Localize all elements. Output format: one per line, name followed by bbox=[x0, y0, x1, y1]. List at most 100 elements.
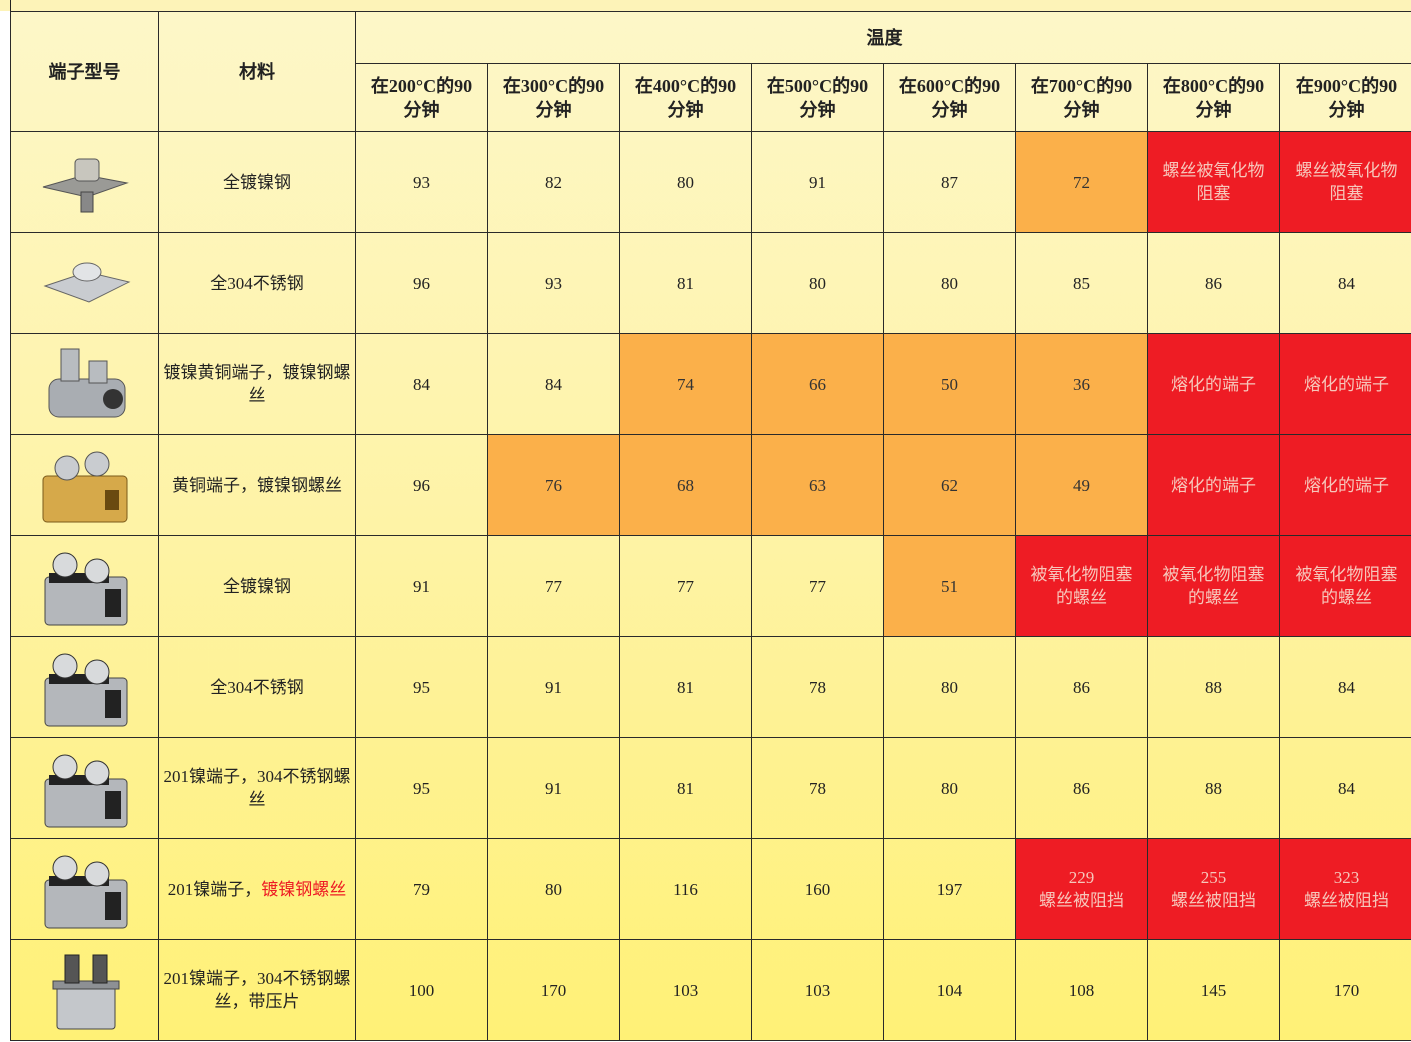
top-strip bbox=[0, 0, 1411, 11]
header-cell: 在300°C的90 分钟 bbox=[488, 64, 620, 132]
value-cell: 84 bbox=[488, 334, 620, 435]
material-text: 201镍端子，304不锈钢螺丝，带压片 bbox=[164, 969, 351, 1011]
header-cell: 在600°C的90 分钟 bbox=[884, 64, 1016, 132]
screw bbox=[53, 755, 77, 779]
value-cell: 49 bbox=[1016, 435, 1148, 536]
value-cell: 103 bbox=[620, 940, 752, 1041]
value-cell: 96 bbox=[356, 233, 488, 334]
icon-cell bbox=[11, 738, 159, 839]
value-cell: 51 bbox=[884, 536, 1016, 637]
value-cell: 96 bbox=[356, 435, 488, 536]
value-cell: 被氧化物阻塞 的螺丝 bbox=[1016, 536, 1148, 637]
value-cell: 81 bbox=[620, 233, 752, 334]
value-cell: 50 bbox=[884, 334, 1016, 435]
value-cell: 熔化的端子 bbox=[1148, 334, 1280, 435]
screw bbox=[85, 452, 109, 476]
material-text: 全镀镍钢 bbox=[223, 577, 291, 596]
value-cell: 197 bbox=[884, 839, 1016, 940]
value-cell: 100 bbox=[356, 940, 488, 1041]
terminal-icon bbox=[35, 137, 135, 227]
material-text: 全304不锈钢 bbox=[210, 678, 304, 697]
value-cell: 170 bbox=[1280, 940, 1411, 1041]
material-text: 全304不锈钢 bbox=[210, 274, 304, 293]
material-cell: 全镀镍钢 bbox=[159, 132, 356, 233]
screw bbox=[65, 955, 79, 983]
material-cell: 镀镍黄铜端子，镀镍钢螺丝 bbox=[159, 334, 356, 435]
terminal-icon bbox=[35, 238, 135, 328]
icon-cell bbox=[11, 132, 159, 233]
value-cell: 323 螺丝被阻挡 bbox=[1280, 839, 1411, 940]
value-cell: 36 bbox=[1016, 334, 1148, 435]
screw bbox=[53, 654, 77, 678]
material-text: 镀镍钢螺丝 bbox=[261, 880, 346, 899]
terminal-icon bbox=[35, 642, 135, 732]
icon-cell bbox=[11, 637, 159, 738]
hole bbox=[105, 490, 119, 510]
value-cell: 85 bbox=[1016, 233, 1148, 334]
value-cell: 72 bbox=[1016, 132, 1148, 233]
value-cell: 76 bbox=[488, 435, 620, 536]
material-text: 黄铜端子，镀镍钢螺丝 bbox=[172, 476, 342, 495]
value-cell: 87 bbox=[884, 132, 1016, 233]
value-cell: 91 bbox=[488, 738, 620, 839]
value-cell: 93 bbox=[488, 233, 620, 334]
hole bbox=[105, 690, 121, 718]
header-cell: 在900°C的90 分钟 bbox=[1280, 64, 1411, 132]
screw-shaft bbox=[81, 192, 93, 212]
screw bbox=[93, 955, 107, 983]
page: {"table": { "header": {"model": "端子型号", … bbox=[0, 0, 1411, 1042]
value-cell: 88 bbox=[1148, 637, 1280, 738]
value-cell: 86 bbox=[1148, 233, 1280, 334]
screw bbox=[53, 856, 77, 880]
value-cell: 88 bbox=[1148, 738, 1280, 839]
value-cell: 78 bbox=[752, 637, 884, 738]
material-cell: 黄铜端子，镀镍钢螺丝 bbox=[159, 435, 356, 536]
value-cell: 93 bbox=[356, 132, 488, 233]
value-cell: 熔化的端子 bbox=[1280, 435, 1411, 536]
value-cell: 116 bbox=[620, 839, 752, 940]
table-row: 全镀镍钢938280918772螺丝被氧化物 阻塞螺丝被氧化物 阻塞 bbox=[11, 132, 1411, 233]
value-cell: 95 bbox=[356, 738, 488, 839]
material-text: 全镀镍钢 bbox=[223, 173, 291, 192]
value-cell: 80 bbox=[884, 233, 1016, 334]
screw bbox=[73, 263, 101, 281]
value-cell: 91 bbox=[488, 637, 620, 738]
header-cell: 端子型号 bbox=[11, 12, 159, 132]
header-cell: 温度 bbox=[356, 12, 1411, 64]
results-table: 端子型号 材料 温度 在200°C的90 分钟在300°C的90 分钟在400°… bbox=[10, 11, 1411, 1041]
terminal-icon bbox=[35, 541, 135, 631]
screw bbox=[85, 862, 109, 886]
terminal-icon bbox=[35, 743, 135, 833]
value-cell: 80 bbox=[488, 839, 620, 940]
value-cell: 被氧化物阻塞 的螺丝 bbox=[1148, 536, 1280, 637]
value-cell: 熔化的端子 bbox=[1148, 435, 1280, 536]
header-cell: 在700°C的90 分钟 bbox=[1016, 64, 1148, 132]
material-cell: 201镍端子，304不锈钢螺丝，带压片 bbox=[159, 940, 356, 1041]
value-cell: 66 bbox=[752, 334, 884, 435]
header-row: 端子型号 材料 温度 bbox=[11, 12, 1411, 64]
screw bbox=[89, 361, 107, 383]
icon-cell bbox=[11, 233, 159, 334]
material-cell: 全镀镍钢 bbox=[159, 536, 356, 637]
value-cell: 77 bbox=[620, 536, 752, 637]
header-cell: 在400°C的90 分钟 bbox=[620, 64, 752, 132]
value-cell: 255 螺丝被阻挡 bbox=[1148, 839, 1280, 940]
value-cell: 91 bbox=[356, 536, 488, 637]
value-cell: 84 bbox=[1280, 637, 1411, 738]
value-cell: 170 bbox=[488, 940, 620, 1041]
value-cell: 螺丝被氧化物 阻塞 bbox=[1148, 132, 1280, 233]
value-cell: 86 bbox=[1016, 637, 1148, 738]
value-cell: 84 bbox=[1280, 233, 1411, 334]
value-cell: 74 bbox=[620, 334, 752, 435]
material-text: 镀镍黄铜端子，镀镍钢螺丝 bbox=[164, 363, 351, 405]
value-cell: 81 bbox=[620, 738, 752, 839]
value-cell: 84 bbox=[356, 334, 488, 435]
screw bbox=[85, 761, 109, 785]
border bbox=[10, 0, 11, 11]
terminal-icon bbox=[35, 440, 135, 530]
value-cell: 95 bbox=[356, 637, 488, 738]
